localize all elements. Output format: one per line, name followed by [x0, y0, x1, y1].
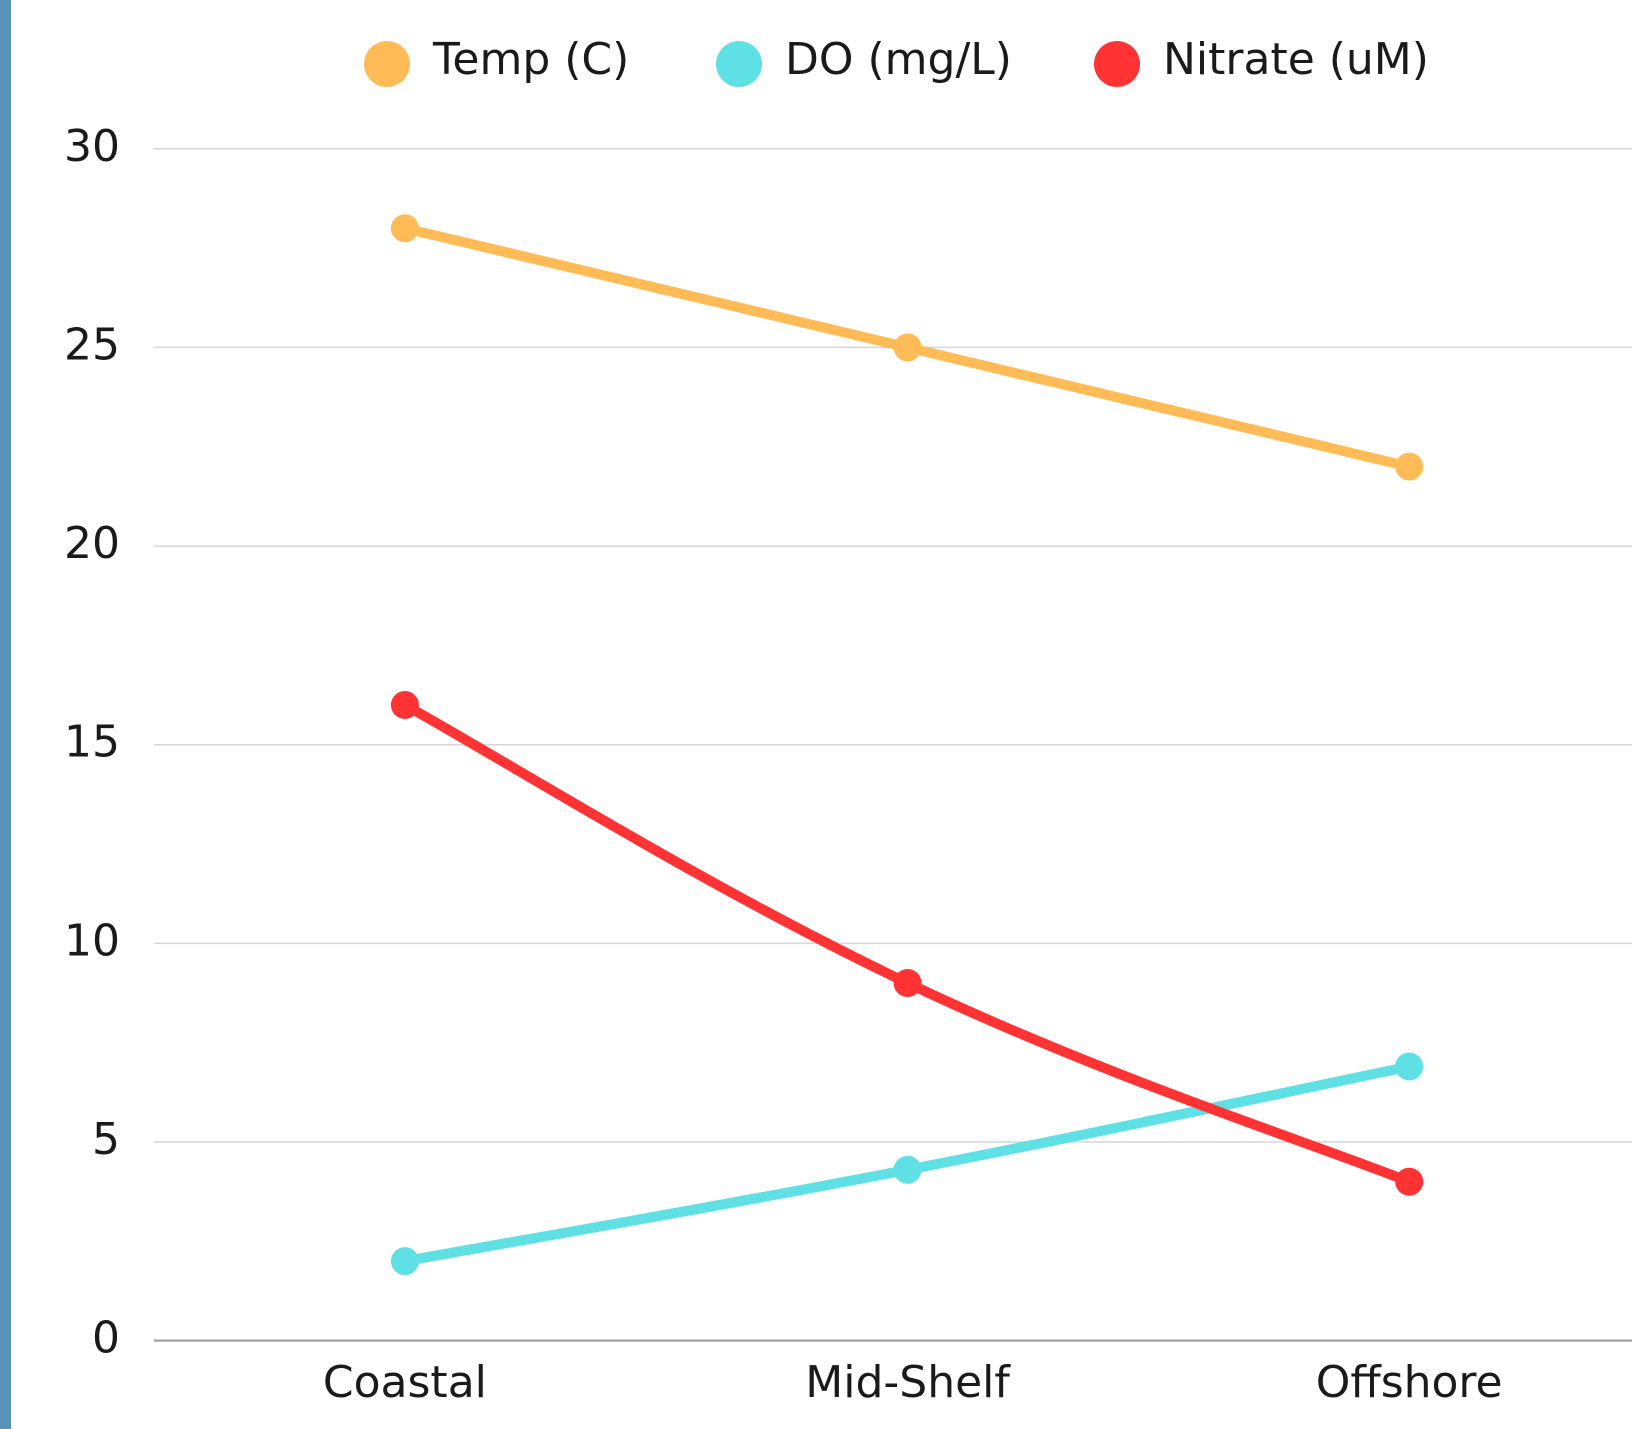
legend-swatch: [716, 41, 762, 87]
data-point: [894, 969, 922, 997]
y-tick-label: 10: [64, 915, 120, 966]
y-tick-label: 0: [92, 1313, 120, 1364]
data-point: [391, 691, 419, 719]
legend-label: DO (mg/L): [785, 34, 1012, 85]
y-tick-label: 15: [64, 717, 120, 768]
y-tick-label: 20: [64, 518, 120, 569]
y-tick-label: 5: [92, 1114, 120, 1165]
data-point: [894, 333, 922, 361]
legend-label: Temp (C): [432, 34, 629, 85]
x-tick-label: Coastal: [323, 1357, 487, 1408]
data-point: [391, 1247, 419, 1275]
legend-swatch: [1094, 41, 1140, 87]
chart: 0 5 10 15 20 25 30 Coastal Mid-Shelf Offshore Tem…: [0, 0, 1632, 1429]
x-tick-label: Mid-Shelf: [805, 1357, 1011, 1408]
data-point: [894, 1156, 922, 1184]
data-point: [1395, 453, 1423, 481]
data-point: [1395, 1052, 1423, 1080]
y-tick-label: 25: [64, 319, 120, 370]
legend-swatch: [364, 41, 410, 87]
data-point: [1395, 1168, 1423, 1196]
legend: Temp (C) DO (mg/L) Nitrate (uM): [364, 34, 1429, 87]
side-bar: [0, 0, 11, 1429]
grid: 0 5 10 15 20 25 30 Coastal Mid-Shelf Offshore: [64, 121, 1632, 1408]
x-tick-label: Offshore: [1316, 1357, 1503, 1408]
y-tick-label: 30: [64, 121, 120, 172]
data-point: [391, 214, 419, 242]
legend-label: Nitrate (uM): [1163, 34, 1429, 85]
